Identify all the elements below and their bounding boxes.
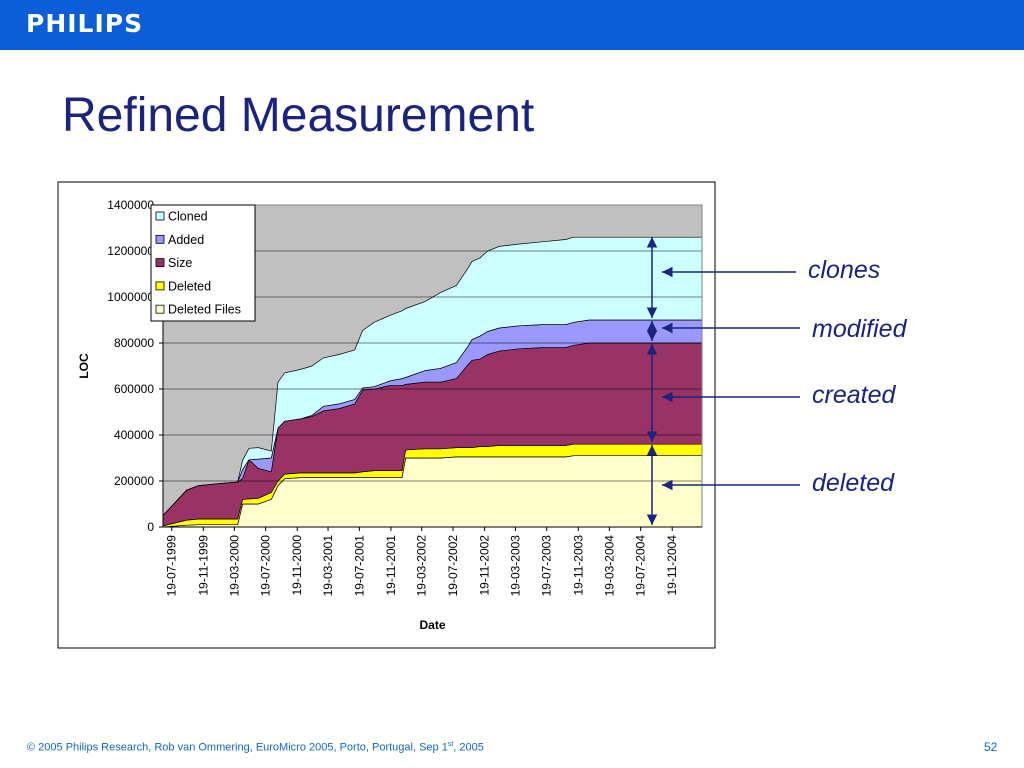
annotation-clones: clones xyxy=(808,256,881,284)
footer-text-sup: st xyxy=(447,741,454,748)
x-tick-label: 19-07-1999 xyxy=(165,535,179,597)
page-number: 52 xyxy=(984,740,998,754)
y-tick-label: 200000 xyxy=(114,474,154,488)
y-tick-label: 0 xyxy=(147,520,154,534)
legend-swatch xyxy=(155,258,165,268)
x-tick-label: 19-03-2003 xyxy=(508,535,522,597)
y-tick-label: 1200000 xyxy=(107,244,154,258)
legend-box xyxy=(150,204,256,322)
legend-entry: Deleted Files xyxy=(168,303,241,317)
slide-title: Refined Measurement xyxy=(62,89,535,142)
x-tick-label: 19-07-2003 xyxy=(540,535,554,597)
legend-entry: Cloned xyxy=(168,210,208,224)
legend-entry: Size xyxy=(168,256,192,270)
annotation-deleted: deleted xyxy=(812,469,895,497)
philips-logo: PHILIPS xyxy=(26,9,144,38)
x-axis-title: Date xyxy=(419,618,445,632)
legend-swatch xyxy=(155,234,165,244)
y-tick-label: 800000 xyxy=(114,336,154,350)
y-tick-label: 1400000 xyxy=(107,198,154,212)
x-tick-label: 19-07-2002 xyxy=(446,535,460,597)
footer-text-main: © 2005 Philips Research, Rob van Ommerin… xyxy=(27,741,448,754)
legend-swatch xyxy=(155,304,165,314)
x-tick-label: 19-03-2004 xyxy=(602,535,616,597)
x-tick-label: 19-11-2000 xyxy=(290,535,304,596)
footer-credit: © 2005 Philips Research, Rob van Ommerin… xyxy=(27,741,484,754)
x-tick-label: 19-07-2000 xyxy=(259,535,273,597)
legend-entry: Deleted xyxy=(168,279,211,293)
x-tick-label: 19-03-2001 xyxy=(321,535,335,597)
x-tick-label: 19-11-2004 xyxy=(665,535,679,596)
legend-entry: Added xyxy=(168,233,204,247)
legend-swatch xyxy=(155,211,165,221)
y-tick-label: 600000 xyxy=(114,382,154,396)
x-tick-label: 19-11-2001 xyxy=(384,535,398,596)
annotation-modified: modified xyxy=(812,315,907,343)
y-tick-label: 400000 xyxy=(114,428,154,442)
x-tick-label: 19-07-2001 xyxy=(352,535,366,597)
footer-text-end: , 2005 xyxy=(453,741,484,754)
x-tick-label: 19-11-2002 xyxy=(478,535,492,596)
x-tick-label: 19-03-2002 xyxy=(415,535,429,597)
y-tick-label: 1000000 xyxy=(107,290,154,304)
header-bar: PHILIPS xyxy=(0,0,1024,50)
x-tick-label: 19-11-2003 xyxy=(571,535,585,596)
y-axis-title: LOC xyxy=(77,353,91,379)
x-tick-label: 19-03-2000 xyxy=(227,535,241,597)
legend-swatch xyxy=(155,281,165,291)
annotation-created: created xyxy=(812,381,896,409)
x-tick-label: 19-07-2004 xyxy=(634,535,648,597)
x-tick-label: 19-11-1999 xyxy=(196,535,210,596)
